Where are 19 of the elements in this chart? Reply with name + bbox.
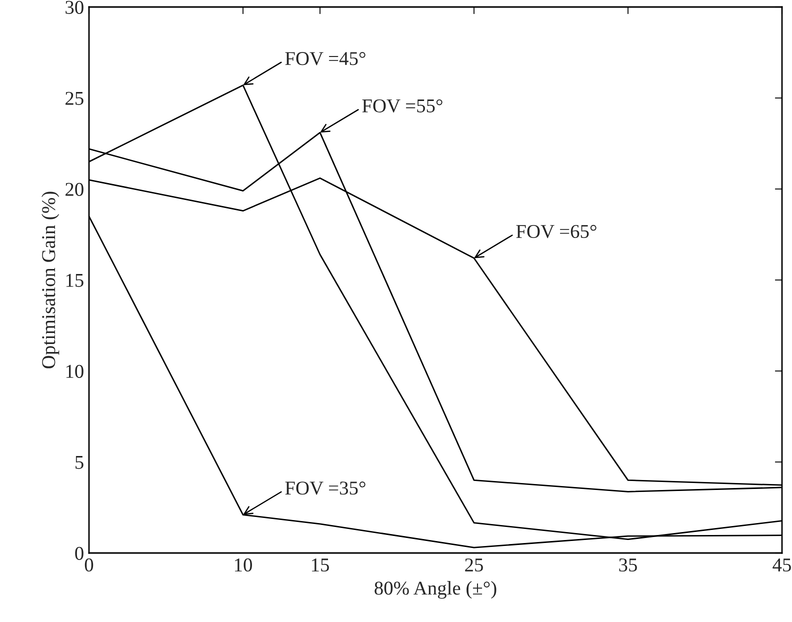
x-tick-label: 25	[465, 558, 483, 572]
x-tick-label: 45	[772, 558, 791, 572]
y-tick-label: 30	[66, 0, 84, 14]
y-tick-label: 10	[66, 364, 84, 378]
x-tick-label: 0	[84, 558, 94, 572]
y-tick-label: 5	[76, 456, 84, 469]
y-tick-label: 25	[66, 92, 84, 105]
annotation: FOV =45°	[285, 52, 366, 66]
x-axis-title: 80% Angle (±°)	[374, 581, 496, 599]
y-axis-title: Optimisation Gain (%)	[42, 192, 60, 368]
y-tick-label: 20	[66, 182, 84, 196]
x-tick-label: 35	[619, 558, 637, 572]
x-tick-label: 15	[312, 558, 329, 572]
y-tick-label: 15	[66, 274, 84, 287]
x-tick-label: 10	[234, 558, 252, 572]
annotation: FOV =35°	[285, 482, 366, 495]
y-tick-label: 0	[75, 546, 84, 560]
annotation: FOV =55°	[362, 99, 442, 113]
annotation: FOV =65°	[516, 224, 596, 238]
